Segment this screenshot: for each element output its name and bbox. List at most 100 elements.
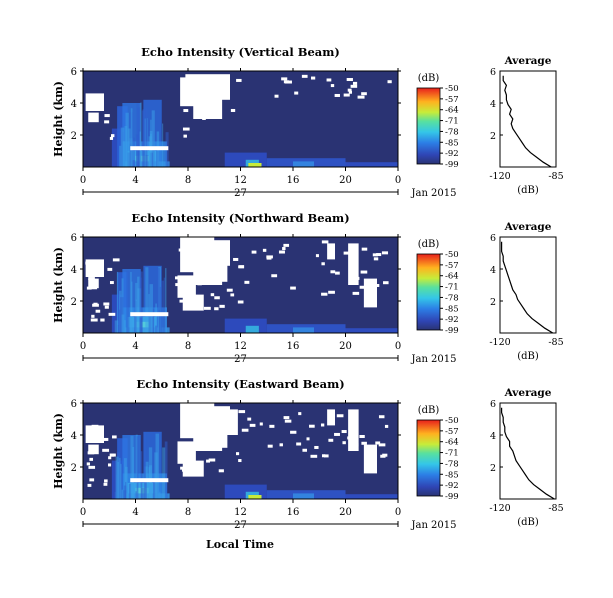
missing-data-speck — [251, 250, 257, 254]
echo-streak — [141, 110, 145, 167]
colorbar-tick-label: -85 — [445, 138, 459, 148]
missing-data-speck — [92, 438, 98, 442]
echo-streak — [135, 491, 137, 499]
echo-region — [345, 494, 398, 499]
missing-data-speck — [85, 261, 89, 265]
colorbar — [416, 419, 441, 497]
x-tick-label: 4 — [132, 175, 138, 186]
missing-data-speck — [341, 430, 347, 434]
missing-data-speck — [267, 444, 273, 448]
bright-band — [130, 312, 169, 317]
average-y-tick-label: 2 — [490, 131, 496, 142]
missing-data-speck — [89, 478, 95, 482]
missing-data-speck — [214, 443, 221, 447]
average-y-tick-label: 6 — [490, 399, 496, 410]
missing-data-speck — [262, 248, 267, 252]
date-label: Jan 2015 — [410, 520, 456, 531]
echo-streak — [130, 435, 134, 499]
missing-data-speck — [383, 281, 389, 285]
missing-data-speck — [202, 116, 206, 120]
colorbar-tick-label: -85 — [445, 304, 459, 314]
missing-data-speck — [88, 465, 96, 469]
echo-streak — [127, 128, 131, 167]
panel-1: Echo Intensity (Northward Beam) 2 4 6 Height… — [52, 211, 564, 365]
missing-data-speck — [86, 286, 92, 290]
missing-data-speck — [236, 78, 242, 82]
heatmap-title: Echo Intensity (Northward Beam) — [131, 211, 349, 225]
missing-data-speck — [183, 109, 189, 113]
average-y-tick-label: 4 — [490, 265, 496, 276]
missing-data-speck — [249, 423, 256, 427]
missing-data-region — [88, 278, 99, 289]
x-tick-label: 8 — [185, 175, 191, 186]
missing-data-speck — [361, 247, 368, 251]
missing-data-speck — [266, 255, 273, 259]
y-tick-label: 2 — [71, 463, 77, 474]
missing-data-speck — [112, 258, 120, 262]
missing-data-speck — [350, 84, 358, 88]
missing-data-speck — [278, 250, 285, 254]
echo-streak — [116, 271, 119, 333]
missing-data-speck — [89, 457, 94, 461]
missing-data-speck — [321, 240, 329, 244]
missing-data-speck — [378, 443, 386, 447]
missing-data-speck — [175, 283, 180, 287]
echo-peak — [248, 163, 262, 167]
y-axis-label: Height (km) — [52, 247, 65, 323]
y-tick-label: 2 — [71, 297, 77, 308]
missing-data-region — [363, 278, 377, 308]
missing-data-speck — [214, 307, 219, 311]
missing-data-speck — [212, 432, 218, 436]
missing-data-region — [85, 93, 104, 111]
missing-data-region — [219, 409, 238, 435]
missing-data-speck — [310, 454, 318, 458]
missing-data-speck — [298, 412, 302, 416]
echo-streak — [114, 491, 116, 499]
echo-streak — [124, 466, 128, 499]
missing-data-speck — [103, 302, 110, 306]
echo-streak — [157, 268, 160, 333]
colorbar-tick-label: -99 — [445, 326, 459, 336]
colorbar-tick-label: -50 — [445, 84, 459, 94]
missing-data-speck — [199, 276, 205, 280]
day-label: 27 — [234, 520, 247, 531]
echo-streak — [151, 110, 155, 167]
day-label: 27 — [234, 354, 247, 365]
missing-data-speck — [88, 277, 95, 281]
missing-data-speck — [380, 454, 386, 458]
echo-streak — [130, 108, 133, 167]
colorbar-tick-label: -92 — [445, 481, 459, 491]
missing-data-speck — [91, 424, 99, 428]
colorbar-tick-label: -92 — [445, 315, 459, 325]
echo-streak — [155, 433, 160, 499]
missing-data-speck — [180, 466, 185, 470]
echo-streak — [121, 314, 125, 333]
missing-data-speck — [219, 304, 225, 308]
echo-streak — [130, 272, 132, 333]
heatmap-title: Echo Intensity (Eastward Beam) — [136, 377, 344, 391]
average-profile-line — [501, 241, 554, 334]
echo-streak — [120, 127, 125, 167]
y-axis-label: Height (km) — [52, 413, 65, 489]
x-tick-label: 0 — [395, 175, 401, 186]
missing-data-speck — [309, 424, 315, 428]
missing-data-speck — [93, 269, 100, 273]
missing-data-speck — [218, 469, 224, 473]
missing-data-speck — [359, 285, 365, 289]
missing-data-speck — [95, 309, 101, 313]
missing-data-speck — [328, 290, 335, 294]
missing-data-region — [177, 275, 196, 298]
missing-data-speck — [108, 312, 116, 316]
missing-data-speck — [112, 435, 117, 439]
missing-data-speck — [191, 89, 197, 93]
missing-data-speck — [348, 90, 353, 94]
average-y-tick-label: 4 — [490, 99, 496, 110]
echo-streak — [143, 433, 147, 499]
missing-data-speck — [352, 291, 360, 295]
missing-data-speck — [378, 415, 385, 419]
missing-data-speck — [241, 428, 249, 432]
average-y-tick-label: 6 — [490, 67, 496, 78]
colorbar-tick-label: -57 — [445, 95, 459, 105]
y-tick-label: 6 — [71, 399, 77, 410]
